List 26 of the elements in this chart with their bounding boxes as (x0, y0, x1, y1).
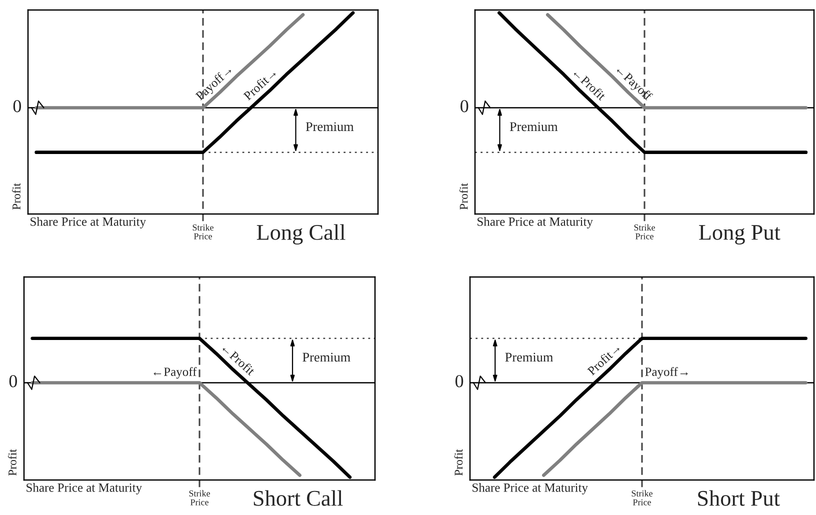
text: Strike Price (192, 224, 214, 240)
text: Strike Price (634, 224, 655, 240)
annotation: Premium (510, 122, 558, 132)
annotation: Premium (306, 122, 354, 132)
text: Short Call (254, 490, 343, 506)
text: Long Call (256, 224, 346, 245)
text: Strike Price (189, 490, 210, 506)
x-axis-title: Share Price at Maturity (472, 483, 588, 494)
annotation: Premium (302, 352, 350, 362)
y-axis-title: Profit (8, 449, 16, 476)
y-axis-title: Profit (459, 183, 468, 210)
x-axis-title: Share Price at Maturity (26, 483, 142, 494)
x-axis-title: Share Price at Maturity (478, 217, 593, 228)
x-axis-title: Share Price at Maturity (30, 217, 146, 228)
text: Long Put (699, 225, 780, 244)
y-axis-title: Profit (12, 183, 20, 210)
series-label: Payoff→ (645, 367, 688, 379)
series-label: ←Payoff (154, 367, 197, 379)
text: Strike Price (632, 490, 652, 506)
ref-line-label: 0 (455, 375, 464, 388)
text: Short Put (698, 490, 780, 506)
y-axis-title: Profit (454, 449, 463, 476)
ref-line-label: 0 (9, 375, 17, 388)
ref-line-label: 0 (460, 100, 468, 112)
annotation: Premium (505, 352, 554, 362)
ref-line-label: 0 (13, 100, 22, 112)
